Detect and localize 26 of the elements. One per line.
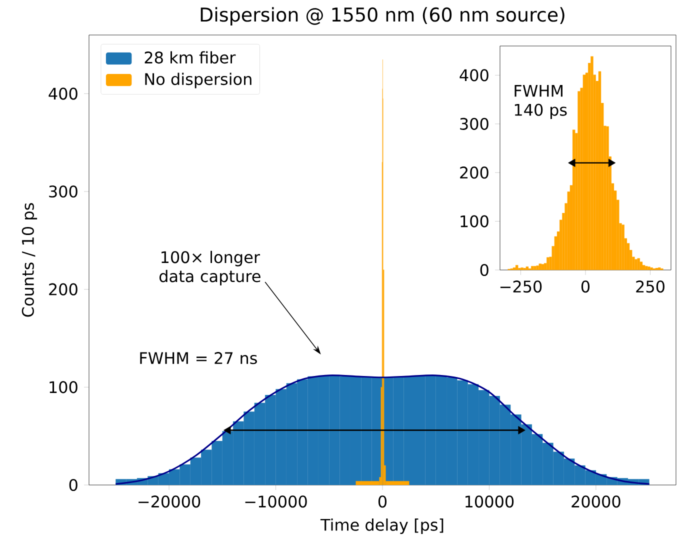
- chart-title: Dispersion @ 1550 nm (60 nm source): [200, 7, 564, 26]
- legend-label: 28 km fiber: [144, 51, 236, 64]
- y-tick-label: 200: [49, 283, 78, 296]
- x-tick-label: −10000: [245, 496, 307, 508]
- y-tick-label: 300: [460, 118, 488, 130]
- x-axis-title: Time delay [ps]: [320, 518, 444, 534]
- y-tick-label: 100: [460, 215, 488, 228]
- annotation: FWHM 140 ps: [514, 84, 567, 119]
- y-tick-label: 0: [69, 478, 78, 492]
- y-tick-label: 0: [480, 264, 488, 276]
- x-tick-label: 10000: [466, 496, 514, 508]
- x-tick-label: 250: [636, 280, 664, 293]
- annotation: FWHM = 27 ns: [140, 352, 257, 364]
- x-tick-label: −20000: [138, 496, 200, 508]
- legend-label: No dispersion: [145, 72, 252, 88]
- x-tick-label: 0: [378, 496, 387, 508]
- x-tick-label: 20000: [572, 496, 620, 508]
- x-tick-label: −250: [500, 280, 542, 293]
- y-tick-label: 400: [460, 69, 488, 82]
- y-axis-title: Counts / 10 ps: [22, 203, 38, 317]
- x-tick-label: 0: [581, 280, 590, 293]
- y-tick-label: 200: [460, 166, 488, 179]
- annotation: 100× longer data capture: [159, 250, 260, 286]
- y-tick-label: 400: [48, 88, 78, 100]
- y-tick-label: 100: [50, 381, 78, 394]
- y-tick-label: 300: [49, 185, 78, 198]
